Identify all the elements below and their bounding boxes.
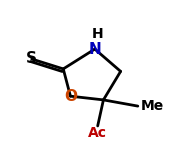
- Text: H: H: [92, 27, 103, 41]
- Text: S: S: [26, 52, 37, 66]
- Text: O: O: [64, 89, 77, 104]
- Text: N: N: [88, 42, 101, 57]
- Text: Ac: Ac: [88, 126, 107, 140]
- Text: Me: Me: [141, 99, 164, 113]
